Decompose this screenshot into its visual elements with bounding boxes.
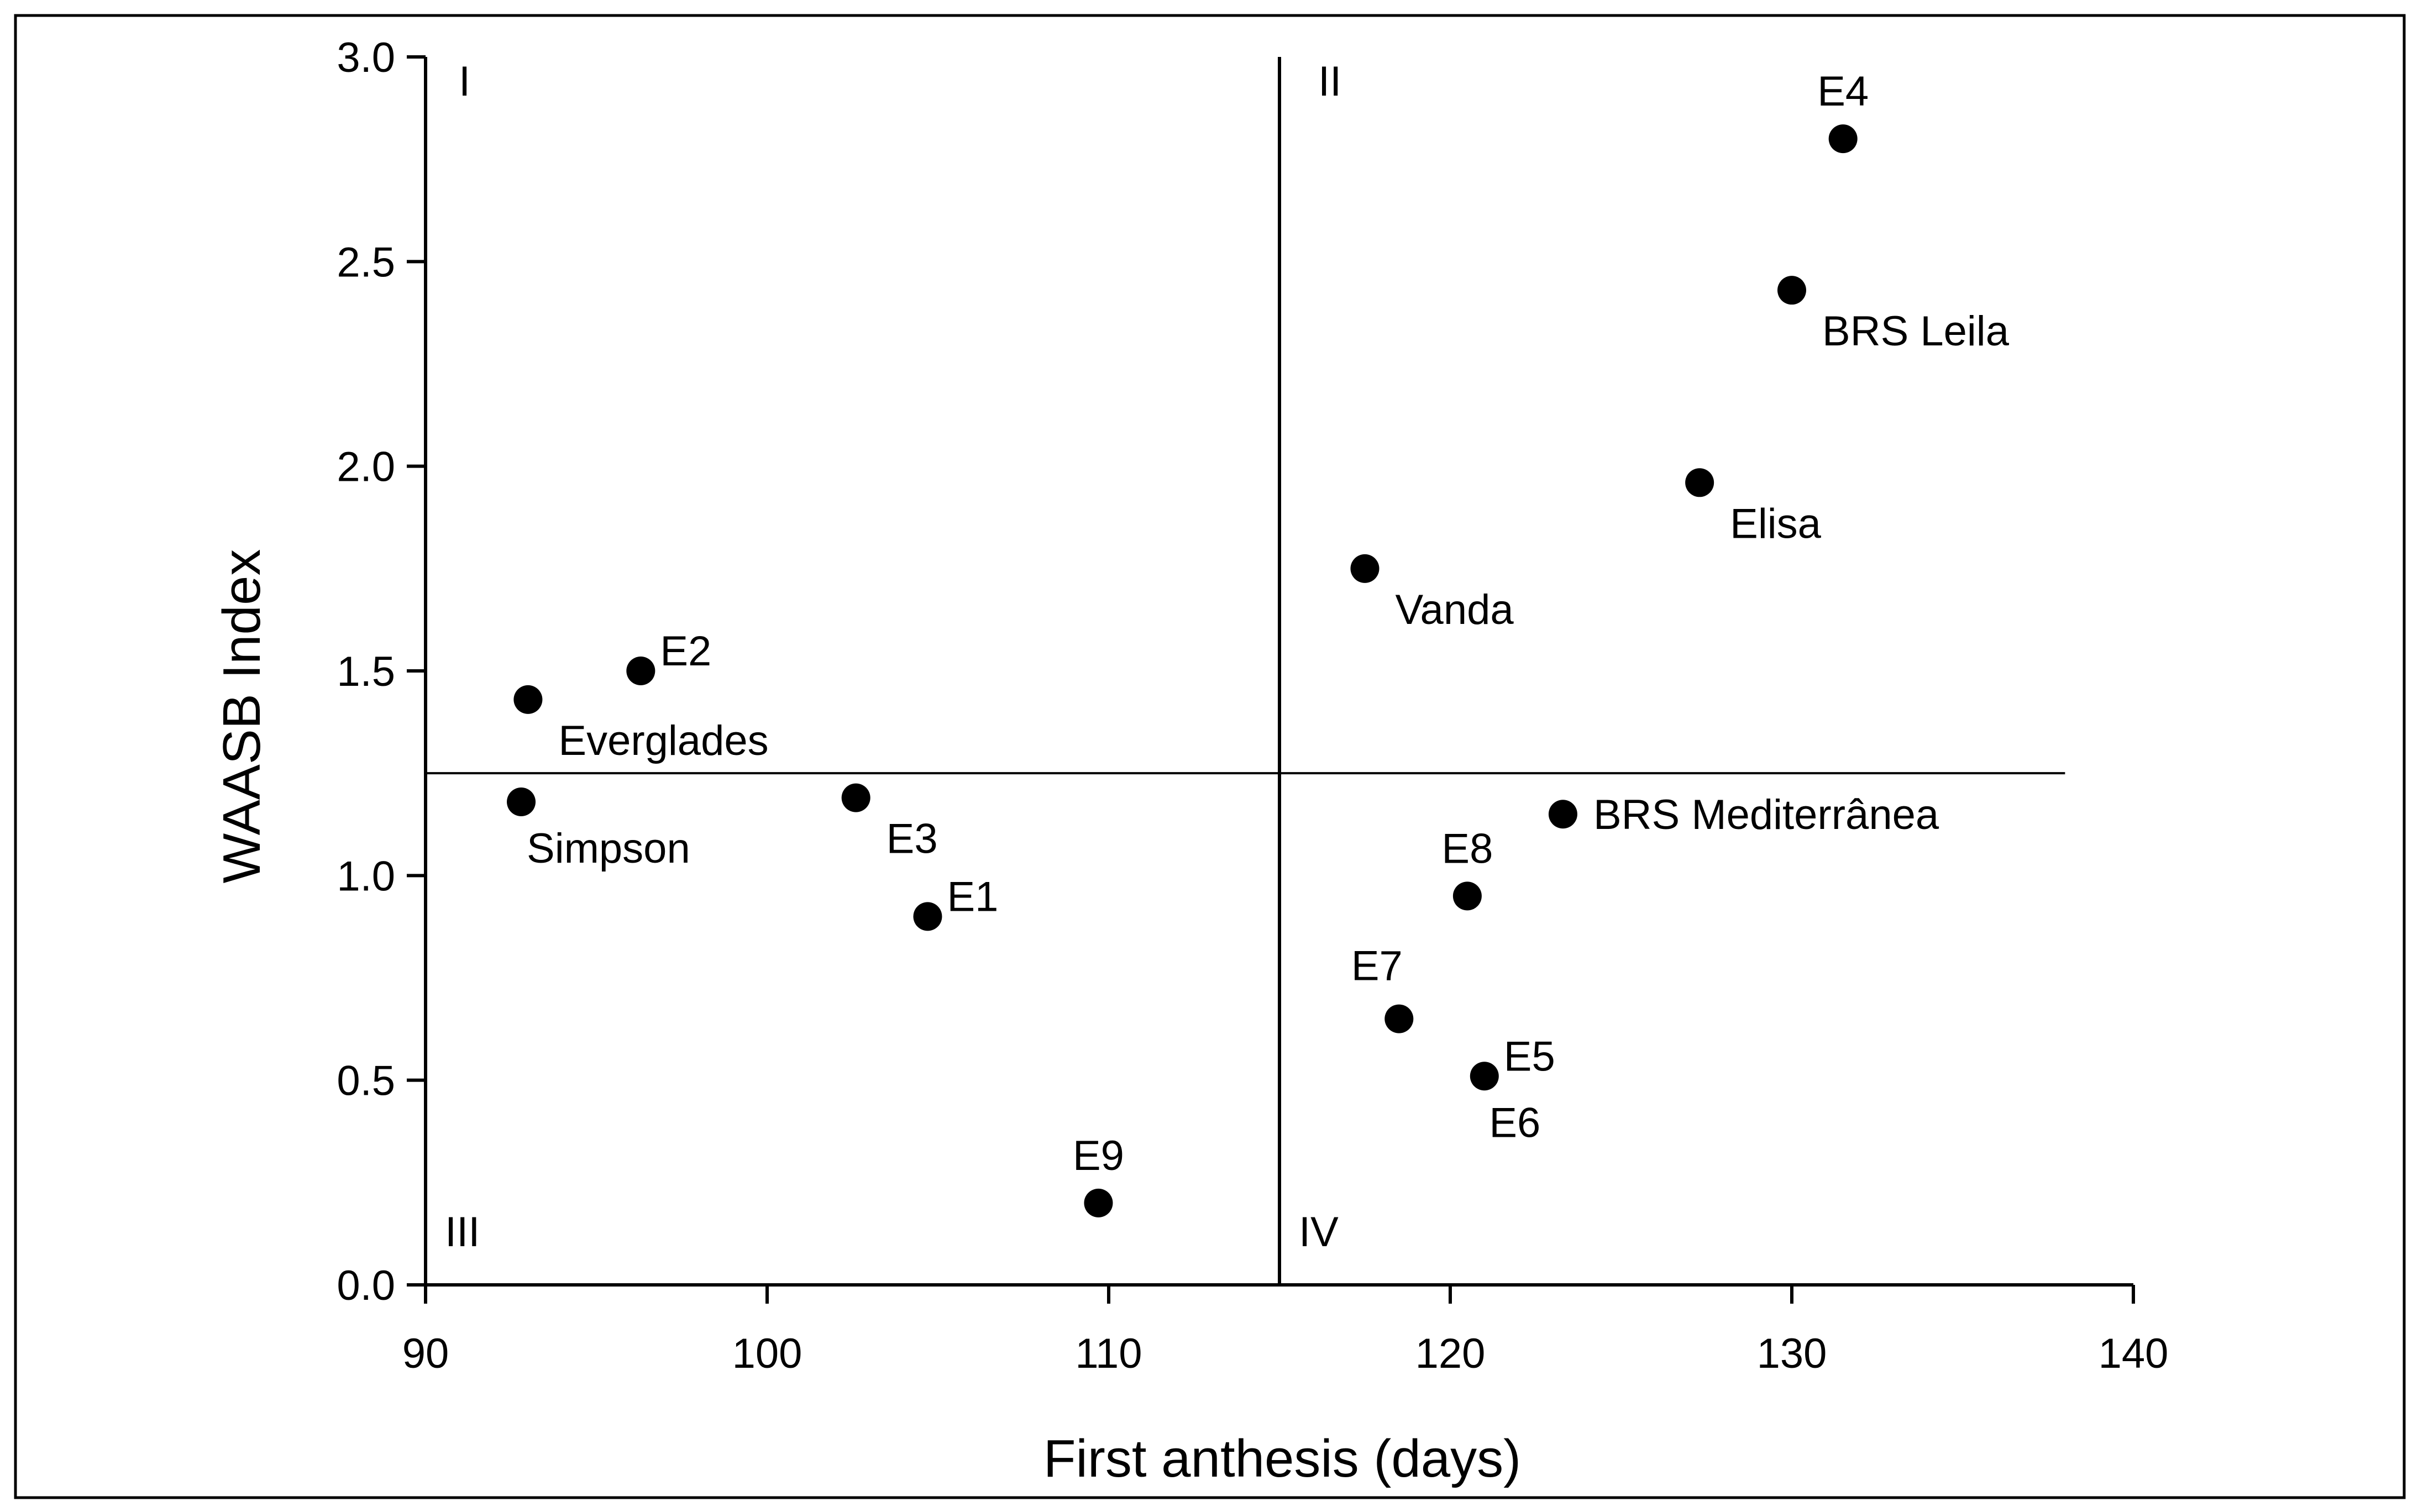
data-point-label: BRS Leila — [1822, 308, 2010, 355]
data-point-label: E4 — [1817, 68, 1869, 115]
y-tick-label: 1.5 — [337, 648, 395, 695]
data-points: E4 BRS Leila Elisa Vanda E2 Everglades Simpson… — [507, 68, 2010, 1217]
x-tick-label: 130 — [1757, 1330, 1827, 1377]
reference-lines — [426, 57, 2065, 1285]
data-point — [841, 783, 870, 812]
data-point-label: E8 — [1441, 825, 1493, 872]
quadrant-label-II: II — [1318, 58, 1341, 105]
data-point — [507, 788, 536, 817]
data-point — [1384, 1004, 1414, 1033]
x-tick-label: 110 — [1075, 1330, 1142, 1377]
data-point-label: Everglades — [558, 717, 768, 764]
data-point-label: E3 — [887, 816, 938, 863]
data-point-label: E7 — [1351, 943, 1403, 990]
x-tick-label: 100 — [732, 1330, 802, 1377]
data-point-label: E2 — [660, 628, 711, 675]
data-point — [1470, 1062, 1499, 1091]
quadrant-label-III: III — [445, 1209, 480, 1256]
axes: 0.0 0.5 1.0 1.5 2.0 2.5 3.0 90 100 110 120 130 140 — [337, 34, 2168, 1377]
data-point-label: Vanda — [1396, 586, 1514, 633]
y-tick-label: 2.0 — [337, 444, 395, 491]
data-point-label: E5 — [1504, 1033, 1555, 1080]
data-point-label: BRS Mediterrânea — [1593, 791, 1939, 838]
data-point — [626, 657, 655, 685]
data-point-label: E9 — [1073, 1132, 1124, 1179]
y-axis-title: WAASB Index — [212, 549, 271, 884]
y-tick-label: 0.5 — [337, 1058, 395, 1105]
data-point — [1777, 276, 1806, 305]
y-tick-label: 3.0 — [337, 34, 395, 81]
quadrant-label-IV: IV — [1299, 1209, 1339, 1256]
y-tick-label: 2.5 — [337, 239, 395, 286]
x-tick-label: 140 — [2099, 1330, 2169, 1377]
data-point-label: E1 — [947, 873, 998, 920]
data-point-label: Elisa — [1730, 500, 1821, 547]
data-point — [1828, 124, 1858, 154]
x-tick-label: 90 — [402, 1330, 449, 1377]
data-point-label: E6 — [1489, 1099, 1540, 1146]
x-tick-label: 120 — [1415, 1330, 1486, 1377]
quadrant-label-I: I — [459, 58, 470, 105]
y-tick-label: 0.0 — [337, 1262, 395, 1309]
data-point — [1452, 881, 1482, 911]
data-point — [1084, 1188, 1113, 1217]
y-tick-label: 1.0 — [337, 853, 395, 900]
data-point — [513, 685, 543, 714]
data-point — [1685, 468, 1714, 497]
data-point-label: Simpson — [527, 825, 690, 872]
data-point — [913, 902, 942, 931]
data-point — [1350, 554, 1380, 583]
data-point — [1548, 800, 1577, 829]
x-axis-title: First anthesis (days) — [1043, 1429, 1521, 1488]
